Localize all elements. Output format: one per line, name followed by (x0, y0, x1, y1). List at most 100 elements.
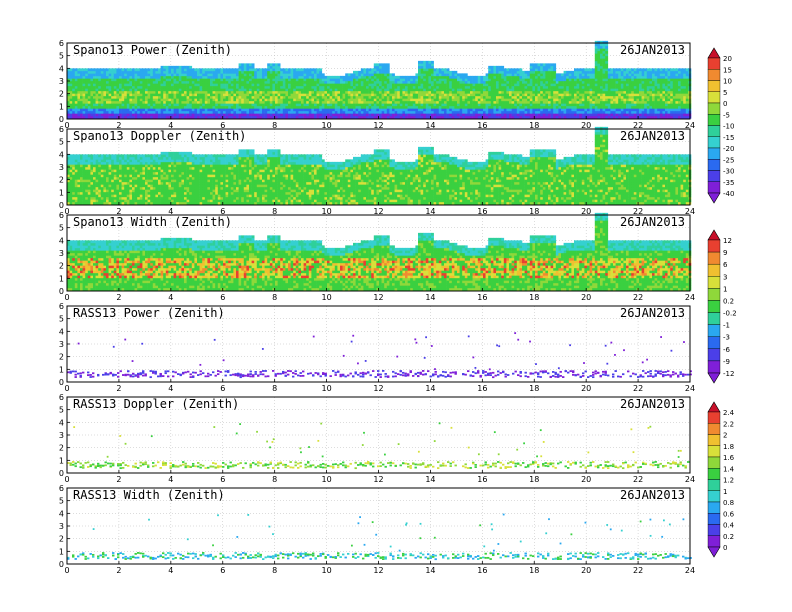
heatmap-cell (132, 88, 135, 92)
heatmap-cell (472, 113, 476, 117)
heatmap-cell (529, 78, 533, 82)
heatmap-cell (147, 103, 151, 107)
heatmap-cell (90, 68, 94, 72)
heatmap-cell (386, 85, 390, 89)
heatmap-cell (626, 83, 629, 87)
heatmap-cell (298, 93, 302, 97)
heatmap-cell (67, 156, 70, 160)
heatmap-cell (178, 80, 182, 84)
heatmap-cell (106, 73, 109, 77)
heatmap-cell (397, 110, 401, 114)
heatmap-cell (399, 110, 403, 114)
heatmap-cell (597, 108, 601, 112)
heatmap-cell (667, 113, 671, 117)
heatmap-cell (457, 73, 460, 77)
heatmap-cell (553, 75, 557, 79)
heatmap-cell (446, 108, 450, 112)
heatmap-cell (233, 85, 237, 89)
heatmap-cell (173, 68, 177, 72)
heatmap-cell (163, 95, 167, 99)
heatmap-cell (568, 108, 572, 112)
heatmap-cell (436, 93, 440, 97)
heatmap-cell (152, 95, 156, 99)
heatmap-cell (633, 75, 637, 79)
heatmap-cell (498, 113, 502, 117)
heatmap-cell (340, 105, 343, 109)
heatmap-cell (600, 68, 603, 72)
heatmap-cell (433, 115, 437, 119)
heatmap-cell (191, 85, 195, 89)
heatmap-cell (249, 108, 252, 112)
heatmap-cell (600, 55, 603, 59)
heatmap-cell (230, 88, 234, 92)
heatmap-cell (290, 85, 294, 89)
heatmap-cell (475, 78, 479, 82)
heatmap-cell (678, 98, 681, 102)
heatmap-cell (425, 93, 429, 97)
heatmap-cell (394, 85, 398, 89)
heatmap-cell (223, 83, 226, 87)
heatmap-cell (581, 78, 585, 82)
heatmap-cell (436, 110, 440, 114)
heatmap-cell (191, 108, 195, 112)
heatmap-cell (579, 83, 583, 87)
heatmap-cell (225, 70, 229, 74)
heatmap-cell (178, 115, 182, 119)
heatmap-cell (675, 80, 679, 84)
heatmap-cell (600, 65, 603, 69)
heatmap-cell (329, 108, 333, 112)
heatmap-cell (186, 68, 190, 72)
heatmap-cell (553, 110, 557, 114)
heatmap-cell (667, 100, 671, 104)
heatmap-cell (238, 103, 242, 107)
heatmap-cell (553, 90, 557, 94)
heatmap-cell (670, 93, 674, 97)
heatmap-cell (181, 68, 185, 72)
heatmap-cell (467, 100, 471, 104)
heatmap-cell (371, 108, 375, 112)
heatmap-cell (576, 75, 580, 79)
heatmap-cell (145, 108, 148, 112)
heatmap-cell (134, 93, 138, 97)
heatmap-cell (464, 78, 468, 82)
heatmap-cell (644, 98, 648, 102)
heatmap-cell (324, 105, 328, 109)
heatmap-cell (254, 93, 258, 97)
heatmap-cell (347, 108, 351, 112)
heatmap-cell (506, 88, 510, 92)
heatmap-cell (568, 105, 572, 109)
heatmap-cell (106, 70, 109, 74)
heatmap-cell (529, 90, 533, 94)
heatmap-cell (490, 105, 494, 109)
heatmap-cell (225, 113, 229, 117)
heatmap-cell (241, 95, 245, 99)
heatmap-cell (371, 105, 375, 109)
heatmap-cell (527, 115, 531, 119)
heatmap-cell (150, 70, 154, 74)
heatmap-cell (594, 40, 598, 44)
heatmap-cell (410, 98, 414, 102)
heatmap-cell (597, 73, 601, 77)
heatmap-cell (628, 113, 632, 117)
heatmap-cell (597, 68, 601, 72)
heatmap-cell (264, 85, 268, 89)
heatmap-cell (197, 90, 200, 94)
heatmap-cell (67, 78, 70, 82)
heatmap-cell (366, 85, 369, 89)
heatmap-cell (436, 95, 440, 99)
heatmap-cell (662, 68, 666, 72)
heatmap-cell (555, 75, 559, 79)
heatmap-cell (605, 88, 609, 92)
heatmap-cell (124, 78, 128, 82)
heatmap-cell (589, 93, 593, 97)
heatmap-cell (142, 98, 146, 102)
heatmap-cell (485, 105, 489, 109)
heatmap-cell (210, 103, 213, 107)
heatmap-cell (72, 83, 76, 87)
heatmap-cell (483, 103, 486, 107)
heatmap-cell (675, 78, 679, 82)
heatmap-cell (392, 83, 395, 87)
heatmap-cell (366, 68, 369, 72)
heatmap-cell (223, 103, 226, 107)
heatmap-cell (373, 85, 377, 89)
